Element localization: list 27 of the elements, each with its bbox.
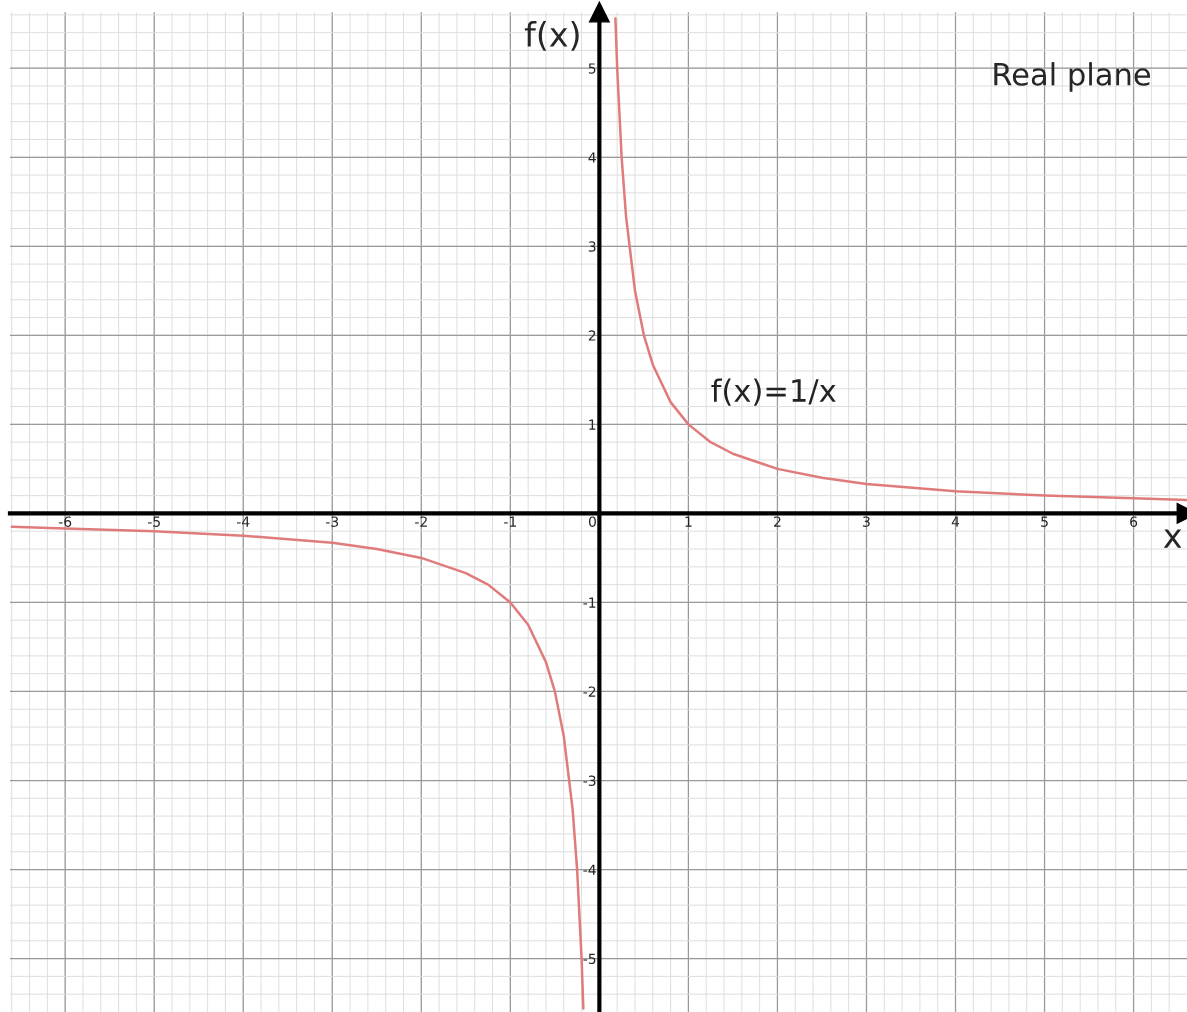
x-tick-label: 6 [1130,516,1138,527]
x-tick-label: -1 [504,516,516,527]
y-tick-label: -5 [583,953,596,965]
y-tick-label: -1 [583,597,596,608]
y-tick-label: 3 [588,241,596,252]
series-label: f(x)=1/x [711,378,836,406]
y-tick-label: -4 [583,864,596,875]
x-tick-label: -2 [415,516,427,527]
x-axis-title: x [1163,529,1182,548]
x-tick-label: -3 [326,516,339,527]
x-tick-label: 1 [685,516,692,527]
y-tick-label: 2 [588,330,596,341]
y-tick-label: -3 [583,775,596,786]
x-tick-label: 2 [774,516,781,527]
x-tick-label: 3 [863,516,870,527]
annotation: Real plane [994,62,1151,92]
x-tick-label: 5 [1041,516,1048,527]
y-tick-label: 4 [588,152,596,163]
y-tick-label: -2 [583,686,596,697]
x-tick-label: 0 [588,516,596,527]
y-tick-label: 5 [588,63,596,74]
x-tick-label: -6 [58,516,72,527]
y-tick-label: 1 [589,419,596,430]
x-tick-label: -5 [147,516,160,527]
y-axis-title: f(x) [524,21,579,51]
x-tick-label: -4 [237,516,250,527]
x-tick-label: 4 [951,516,960,527]
